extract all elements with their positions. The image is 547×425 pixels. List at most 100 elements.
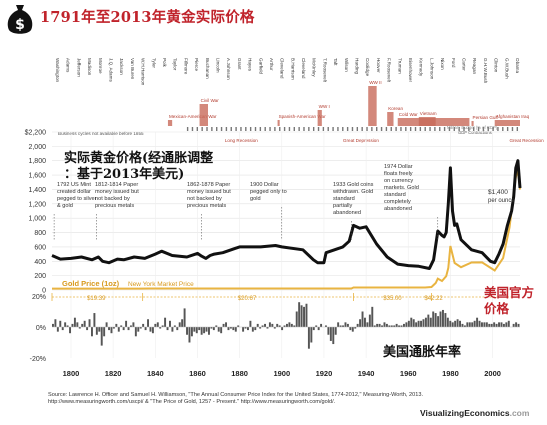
- inflation-bar: [327, 327, 330, 335]
- annotation-text: 1900 Dollar: [250, 182, 279, 188]
- official-price-annotation-1: 美国官方: [484, 285, 534, 300]
- gdp-contraction-tick: [429, 127, 431, 131]
- x-tick-label: 1860: [189, 369, 206, 378]
- gdp-contraction-tick: [409, 127, 412, 131]
- inflation-bar: [356, 323, 359, 327]
- inflation-bar: [300, 305, 303, 327]
- inflation-bar: [507, 320, 510, 327]
- war-bar: [494, 120, 520, 126]
- inflation-bar: [71, 323, 74, 327]
- nominal-gold-sublabel: New York Market Price: [128, 281, 194, 288]
- annotation-text: 1792 US Mint: [57, 182, 91, 188]
- inflation-bar: [222, 323, 225, 327]
- inflation-bar: [325, 325, 327, 327]
- inflation-bar: [393, 325, 396, 327]
- inflation-bar: [276, 323, 279, 327]
- inflation-bar: [351, 327, 354, 332]
- war-label: WW I: [319, 104, 330, 109]
- president-label: Grant: [237, 58, 242, 70]
- inflation-bar: [220, 327, 223, 334]
- inflation-bar: [517, 323, 520, 327]
- inflation-bar: [417, 320, 420, 327]
- inflation-bar: [254, 327, 257, 331]
- inflation-bar: [112, 327, 115, 329]
- inflation-bar: [434, 313, 437, 327]
- president-label: Van Buren: [130, 58, 135, 80]
- y-tick-label: 0: [42, 288, 46, 295]
- inflation-bar: [481, 322, 483, 327]
- gdp-contraction-tick: [366, 127, 368, 131]
- inflation-bar: [463, 325, 466, 327]
- inflation-bar: [478, 320, 481, 327]
- president-label: Polk: [162, 58, 167, 68]
- inflation-bar: [346, 323, 349, 327]
- annotation-text: partially: [333, 203, 352, 209]
- gdp-contraction-tick: [395, 127, 397, 131]
- gdp-contraction-tick: [463, 127, 465, 131]
- official-price-label: $19.39: [87, 296, 106, 302]
- inflation-bar: [451, 322, 454, 327]
- inflation-bar: [286, 323, 288, 327]
- inflation-bar: [410, 317, 413, 327]
- inflation-bar: [439, 311, 442, 327]
- gdp-contraction-tick: [434, 127, 436, 131]
- inflation-bar: [130, 325, 132, 327]
- end-value-label: $1,400: [488, 189, 508, 196]
- gdp-contraction-tick: [322, 127, 325, 131]
- inflation-bar: [303, 306, 305, 327]
- gdp-contraction-tick: [206, 127, 208, 131]
- money-bag-icon: $: [7, 5, 33, 34]
- inflation-bar: [442, 309, 444, 327]
- inflation-bar: [293, 325, 296, 327]
- inflation-bar: [390, 325, 393, 327]
- gdp-contraction-tick: [216, 127, 218, 131]
- president-label: T.Roosevelt: [322, 58, 327, 83]
- gdp-contraction-tick: [506, 127, 509, 131]
- gdp-contraction-tick: [249, 127, 252, 131]
- inflation-bar: [108, 327, 110, 331]
- inflation-bar: [383, 322, 386, 327]
- president-label: Truman: [397, 58, 402, 74]
- inflation-bar: [259, 327, 262, 329]
- inflation-bar: [483, 322, 486, 327]
- inflation-bar: [249, 320, 252, 327]
- inflation-bar: [361, 311, 364, 327]
- inflation-bar: [403, 323, 405, 327]
- annotation-text: on currency: [384, 178, 413, 184]
- inflation-bar: [81, 323, 84, 327]
- inflation-bar: [415, 322, 418, 327]
- gdp-contraction-tick: [487, 127, 489, 131]
- inflation-bar: [359, 319, 362, 327]
- war-bar: [471, 121, 474, 126]
- war-bar: [387, 112, 394, 126]
- gdp-contraction-tick: [259, 127, 262, 131]
- war-label: Spanish-American War: [279, 114, 327, 119]
- inflation-annotation: 美国通胀年率: [383, 344, 461, 360]
- inflation-bar: [427, 314, 430, 327]
- inflation-bar: [227, 327, 230, 331]
- gdp-contraction-tick: [492, 127, 494, 131]
- inflation-bar: [454, 320, 457, 327]
- gdp-contraction-tick: [317, 127, 320, 131]
- inflation-bar: [429, 317, 432, 327]
- annotation-text: standard: [384, 192, 406, 198]
- war-bar: [418, 117, 436, 126]
- gdp-contraction-tick: [298, 127, 300, 131]
- gdp-contraction-tick: [511, 127, 514, 131]
- inflation-bar: [378, 323, 381, 327]
- x-tick-label: 1840: [147, 369, 164, 378]
- gdp-contraction-tick: [245, 127, 247, 131]
- inflation-bar: [342, 325, 344, 327]
- inflation-tick-label: -20%: [30, 356, 46, 363]
- annotation-text: 1812-1814 Paper: [95, 182, 138, 188]
- gdp-contraction-tick: [424, 127, 426, 131]
- inflation-bar: [212, 327, 215, 331]
- president-label: Kennedy: [419, 58, 424, 77]
- inflation-bar: [164, 317, 167, 327]
- inflation-bar: [103, 327, 106, 337]
- inflation-bar: [495, 323, 498, 327]
- inflation-bar: [66, 325, 69, 327]
- war-bar: [277, 120, 280, 126]
- annotation-text: gold: [250, 196, 261, 202]
